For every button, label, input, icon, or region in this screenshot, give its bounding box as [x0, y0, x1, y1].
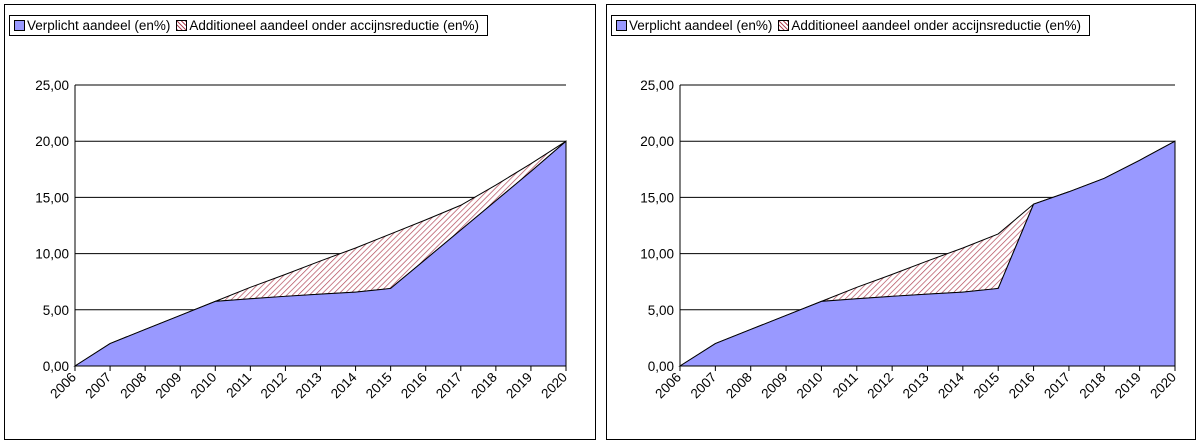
x-tick-label: 2011	[830, 370, 861, 401]
y-tick-label: 20,00	[640, 134, 674, 149]
x-tick-label: 2018	[468, 370, 500, 402]
y-tick-label: 15,00	[640, 190, 674, 205]
y-tick-label: 5,00	[43, 303, 69, 318]
x-tick-label: 2014	[935, 369, 967, 401]
x-tick-label: 2018	[1077, 370, 1109, 402]
x-tick-label: 2020	[1147, 370, 1179, 402]
x-tick-label: 2006	[47, 370, 79, 402]
x-tick-label: 2016	[398, 370, 430, 402]
x-tick-label: 2015	[970, 370, 1002, 402]
x-tick-label: 2013	[293, 370, 325, 402]
x-tick-label: 2012	[258, 370, 290, 402]
y-tick-label: 20,00	[35, 134, 69, 149]
x-tick-label: 2009	[758, 370, 790, 402]
x-tick-label: 2012	[864, 370, 896, 402]
x-tick-label: 2019	[503, 370, 535, 402]
y-tick-label: 25,00	[35, 78, 69, 93]
chart-panel-right: Verplicht aandeel (en%) Additioneel aand…	[606, 4, 1196, 440]
x-tick-label: 2008	[117, 370, 149, 402]
x-tick-label: 2009	[152, 370, 184, 402]
y-tick-label: 5,00	[648, 303, 674, 318]
x-tick-label: 2010	[188, 370, 220, 402]
y-tick-label: 15,00	[35, 190, 69, 205]
y-tick-label: 25,00	[640, 78, 674, 93]
x-tick-label: 2011	[223, 370, 254, 401]
y-tick-label: 10,00	[640, 247, 674, 262]
x-tick-label: 2017	[433, 370, 465, 402]
x-tick-label: 2007	[688, 370, 720, 402]
x-tick-label: 2019	[1112, 370, 1144, 402]
x-tick-label: 2007	[82, 370, 114, 402]
x-tick-label: 2016	[1006, 370, 1038, 402]
x-tick-label: 2013	[900, 370, 932, 402]
chart-panel-left: Verplicht aandeel (en%) Additioneel aand…	[4, 4, 596, 440]
x-tick-label: 2008	[723, 370, 755, 402]
x-tick-label: 2006	[652, 370, 684, 402]
x-tick-label: 2014	[328, 369, 360, 401]
x-tick-label: 2015	[363, 370, 395, 402]
x-tick-label: 2020	[538, 370, 570, 402]
x-tick-label: 2010	[794, 370, 826, 402]
x-tick-label: 2017	[1041, 370, 1073, 402]
y-tick-label: 10,00	[35, 247, 69, 262]
